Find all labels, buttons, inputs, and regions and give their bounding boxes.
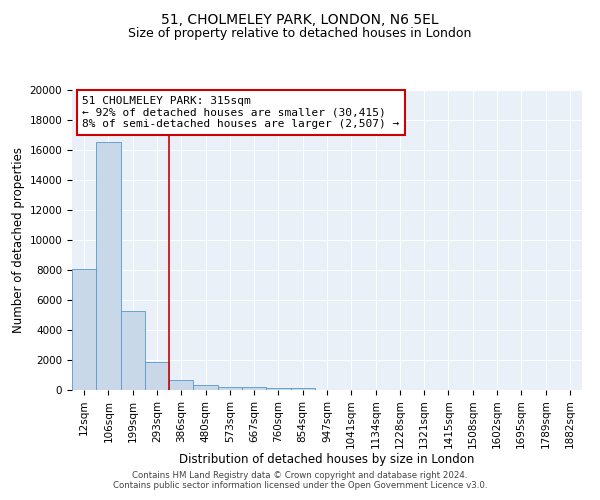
Text: Size of property relative to detached houses in London: Size of property relative to detached ho…: [128, 28, 472, 40]
Bar: [145, 362, 169, 390]
Bar: [121, 310, 145, 390]
Bar: [193, 385, 218, 390]
Bar: [96, 142, 121, 390]
Bar: [169, 380, 193, 390]
Bar: [266, 388, 290, 390]
Bar: [242, 387, 266, 390]
Bar: [218, 386, 242, 390]
Text: 51 CHOLMELEY PARK: 315sqm
← 92% of detached houses are smaller (30,415)
8% of se: 51 CHOLMELEY PARK: 315sqm ← 92% of detac…: [82, 96, 400, 129]
Text: Contains HM Land Registry data © Crown copyright and database right 2024.
Contai: Contains HM Land Registry data © Crown c…: [113, 470, 487, 490]
Bar: [290, 388, 315, 390]
Y-axis label: Number of detached properties: Number of detached properties: [13, 147, 25, 333]
X-axis label: Distribution of detached houses by size in London: Distribution of detached houses by size …: [179, 452, 475, 466]
Bar: [72, 268, 96, 390]
Text: 51, CHOLMELEY PARK, LONDON, N6 5EL: 51, CHOLMELEY PARK, LONDON, N6 5EL: [161, 12, 439, 26]
